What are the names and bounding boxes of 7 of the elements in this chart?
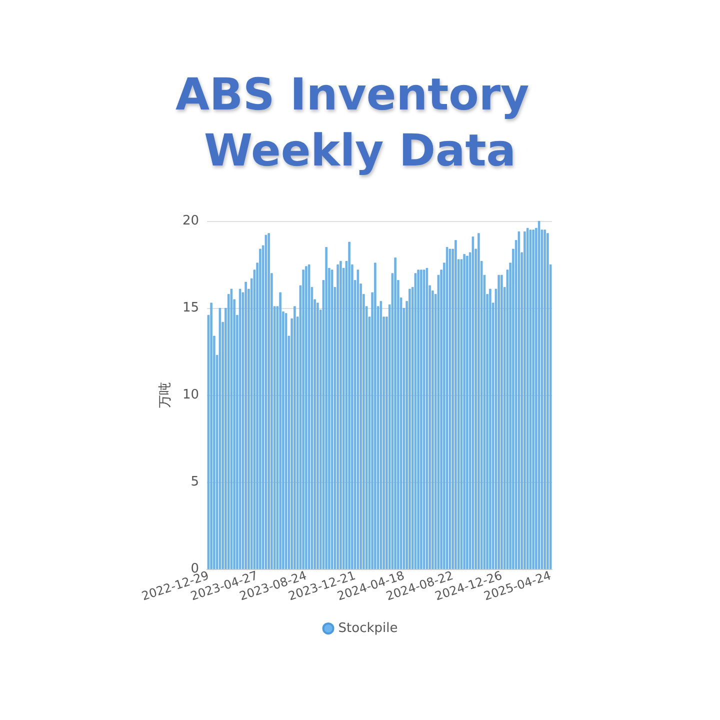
y-tick-label: 5 <box>190 474 199 490</box>
y-tick-label: 10 <box>182 388 199 402</box>
y-axis-title: 万吨 <box>158 382 173 408</box>
legend-label: Stockpile <box>338 621 398 636</box>
chart-title: ABS Inventory Weekly Data <box>175 70 545 176</box>
y-tick-label: 20 <box>182 214 199 228</box>
y-tick-label: 15 <box>182 300 199 316</box>
